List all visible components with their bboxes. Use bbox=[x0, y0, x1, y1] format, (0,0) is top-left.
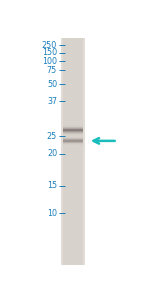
Bar bbox=[63, 125, 83, 126]
Bar bbox=[63, 140, 83, 141]
Bar bbox=[63, 132, 83, 133]
Bar bbox=[63, 143, 83, 144]
Bar bbox=[63, 129, 83, 130]
Bar bbox=[61, 38, 85, 265]
Text: 100: 100 bbox=[42, 57, 57, 66]
Bar bbox=[63, 138, 83, 139]
Bar bbox=[63, 128, 83, 129]
Bar bbox=[63, 139, 83, 140]
Text: 50: 50 bbox=[47, 80, 57, 88]
Text: 25: 25 bbox=[47, 132, 57, 141]
Bar bbox=[63, 137, 83, 138]
Text: 37: 37 bbox=[47, 97, 57, 106]
Bar bbox=[63, 127, 83, 128]
Text: 15: 15 bbox=[47, 181, 57, 190]
Bar bbox=[63, 133, 83, 134]
Bar bbox=[63, 126, 83, 127]
Bar bbox=[63, 130, 83, 131]
Bar bbox=[63, 141, 83, 142]
Bar bbox=[63, 142, 83, 143]
Text: 10: 10 bbox=[47, 209, 57, 218]
Text: 75: 75 bbox=[47, 66, 57, 75]
Bar bbox=[63, 131, 83, 132]
Text: 20: 20 bbox=[47, 149, 57, 158]
Bar bbox=[63, 144, 83, 145]
Text: 250: 250 bbox=[42, 41, 57, 50]
Bar bbox=[63, 134, 83, 135]
Bar bbox=[63, 38, 83, 265]
Text: 150: 150 bbox=[42, 48, 57, 57]
